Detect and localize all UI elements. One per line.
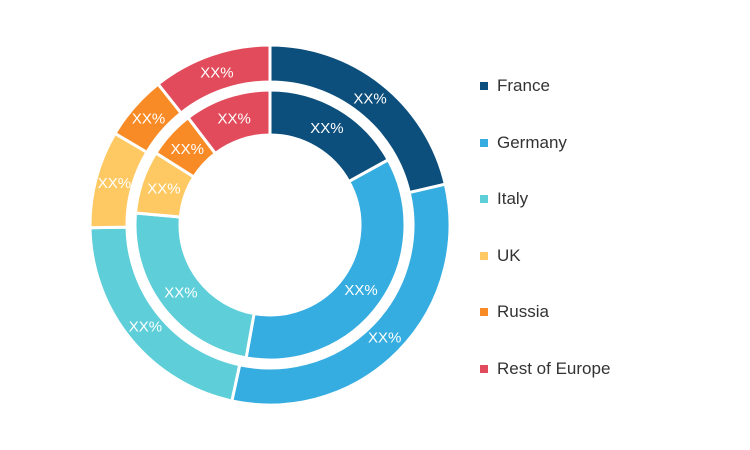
- legend: France Germany Italy UK Russia Rest of E…: [480, 74, 610, 413]
- inner-ring: [133, 88, 407, 362]
- legend-swatch-germany: [480, 138, 488, 147]
- slice-labels: XX% XX% XX% XX% XX% XX% XX% XX% XX% XX% XX% XX%: [98, 64, 402, 346]
- legend-swatch-italy: [480, 195, 488, 203]
- inner-label-uk: XX%: [147, 181, 180, 198]
- legend-item-italy: Italy: [480, 187, 610, 211]
- legend-swatch-uk: [480, 251, 488, 260]
- legend-item-uk: UK: [480, 244, 610, 268]
- inner-label-germany: XX%: [344, 282, 377, 299]
- legend-label-rest-of-europe: Rest of Europe: [497, 358, 611, 378]
- legend-label-uk: UK: [497, 245, 521, 265]
- inner-slice-germany: [244, 157, 407, 362]
- inner-label-russia: XX%: [171, 141, 204, 158]
- outer-label-germany: XX%: [368, 329, 401, 346]
- outer-label-uk: XX%: [98, 175, 131, 192]
- outer-label-rest-of-europe: XX%: [200, 64, 233, 81]
- legend-label-italy: Italy: [497, 189, 529, 208]
- inner-label-france: XX%: [310, 120, 343, 137]
- legend-swatch-france: [480, 82, 488, 90]
- inner-label-rest-of-europe: XX%: [217, 110, 250, 127]
- inner-label-italy: XX%: [164, 284, 197, 301]
- legend-label-germany: Germany: [497, 132, 567, 152]
- outer-label-france: XX%: [353, 90, 386, 107]
- legend-label-france: France: [497, 76, 550, 95]
- legend-item-rest-of-europe: Rest of Europe: [480, 357, 610, 381]
- inner-slice-rest-of-europe: [185, 88, 272, 156]
- legend-label-russia: Russia: [497, 302, 549, 321]
- legend-item-russia: Russia: [480, 300, 610, 324]
- legend-item-germany: Germany: [480, 131, 610, 155]
- outer-slice-rest-of-europe: [155, 43, 272, 116]
- legend-swatch-rest-of-europe: [480, 364, 488, 373]
- outer-label-italy: XX%: [129, 319, 162, 336]
- outer-ring: [88, 43, 452, 407]
- legend-item-france: France: [480, 74, 610, 98]
- legend-swatch-russia: [480, 308, 488, 316]
- outer-label-russia: XX%: [132, 111, 165, 128]
